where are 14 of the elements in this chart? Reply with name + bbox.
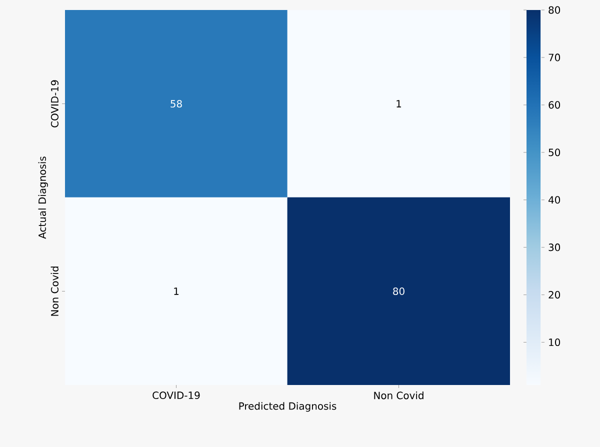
color-bar-label: 40 bbox=[548, 196, 560, 204]
color-bar-label: 70 bbox=[548, 54, 560, 62]
data-label: 58 bbox=[170, 100, 182, 108]
color-bar-label: 20 bbox=[548, 291, 560, 299]
y-axis-title: Actual Diagnosis bbox=[38, 156, 48, 239]
color-bar-label: 60 bbox=[548, 101, 560, 109]
data-label: 1 bbox=[174, 288, 179, 295]
x-axis-title: Predicted Diagnosis bbox=[239, 402, 336, 412]
color-bar-label: 30 bbox=[548, 244, 560, 252]
data-label: 80 bbox=[393, 287, 404, 296]
data-label: 1 bbox=[396, 100, 402, 108]
color-bar-label: 10 bbox=[549, 338, 560, 346]
color-bar-label: 50 bbox=[548, 148, 560, 156]
color-bar-label: 80 bbox=[548, 6, 560, 14]
